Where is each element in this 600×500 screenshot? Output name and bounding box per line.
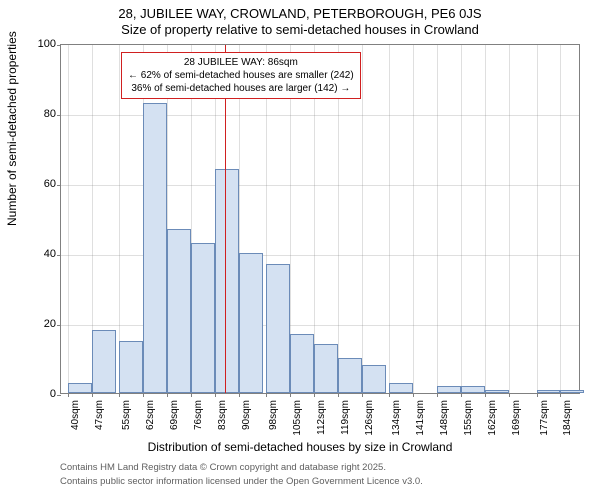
gridline-h bbox=[61, 115, 579, 116]
x-tick-label: 155sqm bbox=[463, 400, 474, 436]
gridline-h bbox=[61, 185, 579, 186]
x-tick-label: 105sqm bbox=[292, 400, 303, 436]
histogram-bar bbox=[362, 365, 386, 393]
title-sub: Size of property relative to semi-detach… bbox=[0, 22, 600, 37]
annotation-box: 28 JUBILEE WAY: 86sqm← 62% of semi-detac… bbox=[121, 52, 361, 99]
title-main: 28, JUBILEE WAY, CROWLAND, PETERBOROUGH,… bbox=[0, 6, 600, 21]
y-tick-label: 100 bbox=[38, 38, 56, 50]
gridline-v bbox=[461, 45, 462, 393]
tick-mark-x bbox=[314, 393, 315, 397]
tick-mark-x bbox=[239, 393, 240, 397]
x-tick-label: 177sqm bbox=[539, 400, 550, 436]
tick-mark-x bbox=[413, 393, 414, 397]
histogram-bar bbox=[389, 383, 413, 394]
tick-mark-x bbox=[266, 393, 267, 397]
histogram-bar bbox=[167, 229, 191, 394]
histogram-bar bbox=[290, 334, 314, 394]
tick-mark-x bbox=[389, 393, 390, 397]
histogram-bar bbox=[560, 390, 584, 394]
x-tick-label: 169sqm bbox=[511, 400, 522, 436]
tick-mark-x bbox=[119, 393, 120, 397]
x-tick-label: 83sqm bbox=[217, 400, 228, 430]
tick-mark-y bbox=[57, 395, 61, 396]
x-tick-label: 126sqm bbox=[364, 400, 375, 436]
x-tick-label: 141sqm bbox=[415, 400, 426, 436]
histogram-bar bbox=[314, 344, 338, 393]
x-tick-label: 112sqm bbox=[316, 400, 327, 435]
tick-mark-x bbox=[215, 393, 216, 397]
tick-mark-x bbox=[167, 393, 168, 397]
histogram-bar bbox=[437, 386, 461, 393]
histogram-bar bbox=[485, 390, 509, 394]
x-tick-label: 184sqm bbox=[562, 400, 573, 436]
attribution-line-2: Contains public sector information licen… bbox=[60, 476, 423, 487]
x-axis-label: Distribution of semi-detached houses by … bbox=[0, 440, 600, 454]
y-tick-label: 60 bbox=[44, 178, 56, 190]
histogram-bar bbox=[537, 390, 561, 394]
histogram-bar bbox=[119, 341, 143, 394]
histogram-bar bbox=[239, 253, 263, 393]
y-tick-label: 40 bbox=[44, 248, 56, 260]
tick-mark-x bbox=[68, 393, 69, 397]
y-tick-label: 80 bbox=[44, 108, 56, 120]
gridline-h bbox=[61, 255, 579, 256]
x-tick-label: 69sqm bbox=[169, 400, 180, 430]
x-tick-label: 98sqm bbox=[268, 400, 279, 430]
gridline-v bbox=[560, 45, 561, 393]
tick-mark-x bbox=[338, 393, 339, 397]
annotation-line-2: ← 62% of semi-detached houses are smalle… bbox=[128, 69, 354, 82]
plot-area: 28 JUBILEE WAY: 86sqm← 62% of semi-detac… bbox=[60, 44, 580, 394]
histogram-bar bbox=[68, 383, 92, 394]
x-tick-label: 148sqm bbox=[439, 400, 450, 436]
gridline-v bbox=[389, 45, 390, 393]
x-tick-label: 76sqm bbox=[193, 400, 204, 430]
tick-mark-x bbox=[437, 393, 438, 397]
histogram-bar bbox=[191, 243, 215, 394]
gridline-h bbox=[61, 325, 579, 326]
annotation-line-1: 28 JUBILEE WAY: 86sqm bbox=[128, 56, 354, 69]
y-tick-label: 0 bbox=[50, 388, 56, 400]
y-axis-label: Number of semi-detached properties bbox=[5, 31, 19, 226]
attribution-line-1: Contains HM Land Registry data © Crown c… bbox=[60, 462, 386, 473]
histogram-bar bbox=[143, 103, 167, 394]
x-tick-label: 162sqm bbox=[487, 400, 498, 436]
tick-mark-x bbox=[537, 393, 538, 397]
x-tick-label: 47sqm bbox=[94, 400, 105, 430]
x-tick-label: 90sqm bbox=[241, 400, 252, 430]
tick-mark-x bbox=[461, 393, 462, 397]
histogram-bar bbox=[92, 330, 116, 393]
tick-mark-x bbox=[191, 393, 192, 397]
x-tick-label: 55sqm bbox=[121, 400, 132, 430]
tick-mark-y bbox=[57, 45, 61, 46]
y-tick-label: 20 bbox=[44, 318, 56, 330]
tick-mark-x bbox=[509, 393, 510, 397]
x-tick-label: 62sqm bbox=[145, 400, 156, 430]
tick-mark-y bbox=[57, 325, 61, 326]
x-tick-label: 134sqm bbox=[391, 400, 402, 436]
tick-mark-x bbox=[143, 393, 144, 397]
tick-mark-y bbox=[57, 255, 61, 256]
gridline-v bbox=[413, 45, 414, 393]
tick-mark-y bbox=[57, 185, 61, 186]
tick-mark-x bbox=[92, 393, 93, 397]
histogram-bar bbox=[215, 169, 239, 393]
gridline-v bbox=[485, 45, 486, 393]
tick-mark-x bbox=[485, 393, 486, 397]
gridline-v bbox=[362, 45, 363, 393]
gridline-v bbox=[537, 45, 538, 393]
x-tick-label: 40sqm bbox=[70, 400, 81, 430]
gridline-v bbox=[437, 45, 438, 393]
histogram-bar bbox=[266, 264, 290, 394]
tick-mark-x bbox=[560, 393, 561, 397]
histogram-bar bbox=[338, 358, 362, 393]
tick-mark-y bbox=[57, 115, 61, 116]
tick-mark-x bbox=[290, 393, 291, 397]
tick-mark-x bbox=[362, 393, 363, 397]
gridline-v bbox=[509, 45, 510, 393]
histogram-bar bbox=[461, 386, 485, 393]
gridline-v bbox=[68, 45, 69, 393]
x-tick-label: 119sqm bbox=[340, 400, 351, 435]
annotation-line-3: 36% of semi-detached houses are larger (… bbox=[128, 82, 354, 95]
